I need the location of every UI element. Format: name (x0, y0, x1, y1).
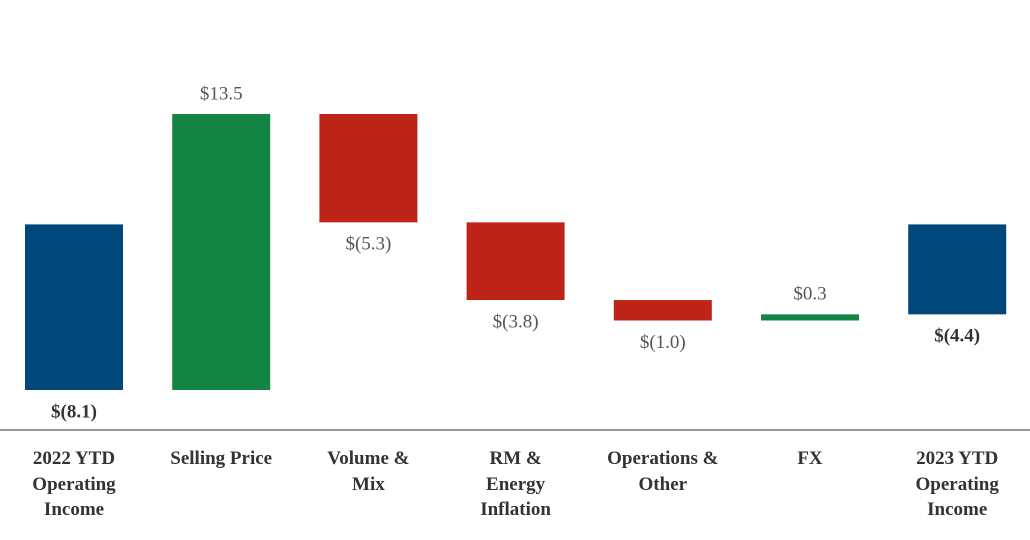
category-label: FX (797, 448, 823, 469)
value-label: $(8.1) (51, 401, 97, 422)
value-label: $13.5 (200, 83, 243, 104)
value-label: $(3.8) (493, 311, 539, 332)
category-label: RM & Energy Inflation (480, 448, 551, 520)
category-label: 2023 YTD Operating Income (915, 448, 999, 520)
bar (613, 300, 712, 321)
bar (172, 114, 271, 390)
category-label: Volume & Mix (327, 448, 410, 495)
bar (466, 222, 565, 301)
category-label: Operations & Other (607, 448, 719, 495)
bar (908, 224, 1007, 315)
bar (761, 314, 859, 321)
value-label: $(4.4) (934, 326, 980, 347)
value-label: $(1.0) (640, 332, 686, 353)
category-label: 2022 YTD Operating Income (32, 448, 116, 520)
category-label: Selling Price (170, 448, 273, 469)
value-label: $(5.3) (345, 234, 391, 255)
value-label: $0.3 (793, 284, 826, 305)
bar (25, 224, 123, 390)
bar (319, 114, 418, 223)
